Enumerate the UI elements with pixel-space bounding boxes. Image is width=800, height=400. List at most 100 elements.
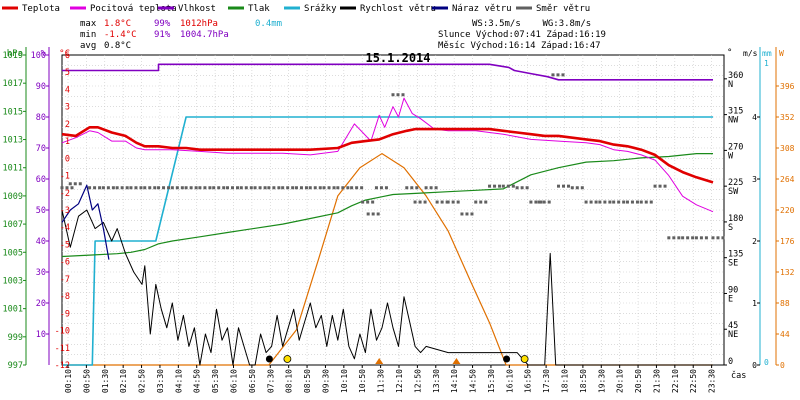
axis-w-tick-label: 352 <box>780 113 795 122</box>
axis-w-tick-label: 176 <box>780 237 795 246</box>
axis-humidity-tick-label: 70 <box>36 144 46 154</box>
series-solar <box>62 153 713 366</box>
series-wind-direction-point <box>539 200 543 204</box>
axis-ms-tick-label: 2 <box>752 237 757 246</box>
legend-label: Srážky <box>304 4 337 14</box>
series-wind-direction-point <box>236 186 239 190</box>
axis-time-tick-label: 18:50 <box>579 369 588 393</box>
stat-max-hum: 99% <box>154 19 171 29</box>
stat-min-hum: 91% <box>154 30 171 40</box>
series-wind-direction-point <box>520 186 524 190</box>
series-wind-direction-point <box>318 186 322 190</box>
axis-deg-tick-label: 90 <box>728 285 738 295</box>
series-wind-direction-point <box>612 200 616 204</box>
axis-humidity-label: % <box>41 49 47 59</box>
series-wind-direction-point <box>294 186 298 190</box>
stat-avg-temp: 0.8°C <box>104 41 131 51</box>
axis-humidity-tick-label: 100 <box>31 51 46 61</box>
axis-humidity-tick-label: 20 <box>36 299 46 309</box>
series-wind-direction-point <box>304 186 308 190</box>
series-wind-direction-point <box>258 186 262 190</box>
series-wind-direction-point <box>322 186 326 190</box>
axis-w-tick-label: 88 <box>780 299 790 308</box>
axis-hpa-tick-label: 1001 <box>3 305 23 315</box>
series-wind-direction-point <box>93 186 97 190</box>
axis-temp-tick-label: -12 <box>55 361 70 371</box>
series-wind-direction-point <box>384 186 388 190</box>
axis-deg-dir-label: E <box>728 294 733 304</box>
axis-ms-tick-label: 0 <box>752 361 757 370</box>
axis-w-label: W <box>779 49 784 58</box>
legend-label: Tlak <box>248 4 270 14</box>
axis-w-tick-label: 0 <box>780 361 785 370</box>
series-wind-direction-point <box>249 186 253 190</box>
sunset-marker-sun <box>520 355 529 363</box>
series-wind-direction-point <box>203 186 207 190</box>
series-wind-direction-point <box>562 184 565 188</box>
series-wind-direction-point <box>575 186 579 190</box>
series-pressure <box>61 153 713 258</box>
axis-time-tick-label: 08:50 <box>303 369 312 393</box>
axis-hpa-tick-label: 1007 <box>3 220 23 230</box>
series-wind-direction-point <box>129 186 133 190</box>
series-wind-direction-point <box>440 200 444 204</box>
series-wind-direction-point <box>630 200 634 204</box>
series-wind-direction-point <box>511 184 515 188</box>
series-wind-direction-point <box>429 186 433 190</box>
axis-ms-tick-label: 4 <box>752 113 757 122</box>
series-wind-direction-point <box>424 186 428 190</box>
axis-deg-tick-label: 45 <box>728 321 738 331</box>
axis-temp-tick-label: 6 <box>65 51 70 61</box>
axis-time-tick-label: 17:30 <box>542 369 551 393</box>
axis-ms-label: m/s <box>743 49 758 58</box>
series-wind-direction-point <box>379 186 383 190</box>
series-wind-direction-point <box>603 200 607 204</box>
series-wind-direction-point <box>498 184 502 188</box>
legend-label: Náraz větru <box>452 4 512 14</box>
series-wind-direction-point <box>78 182 82 186</box>
axis-time-tick-label: 08:10 <box>285 369 294 393</box>
series-wind-direction-point <box>451 200 455 204</box>
axis-deg-tick-label: 135 <box>728 250 743 260</box>
series-wind-direction-point <box>525 186 529 190</box>
series-wind-direction-point <box>162 186 166 190</box>
series-precipitation <box>62 116 713 366</box>
axis-temp-tick-label: -3 <box>60 206 70 216</box>
series-wind-direction-point <box>598 200 602 204</box>
axis-time-tick-label: 20:50 <box>634 369 643 393</box>
axis-time-tick-label: 22:50 <box>689 369 698 393</box>
axis-deg-dir-label: SW <box>728 187 739 197</box>
axis-time-tick-label: 22:10 <box>671 369 680 393</box>
series-feels-like <box>61 97 714 213</box>
series-wind-direction-point <box>153 186 157 190</box>
stat-min-press: 1004.7hPa <box>180 30 229 40</box>
series-wind-direction-point <box>170 186 174 190</box>
series-wind-direction-point <box>371 200 375 204</box>
axis-temp-tick-label: 2 <box>65 120 70 130</box>
axis-hpa-tick-label: 1017 <box>3 79 23 89</box>
series-wind-direction-point <box>60 186 64 190</box>
axis-time-tick-label: 02:50 <box>138 369 147 393</box>
series-wind-direction-point <box>423 200 427 204</box>
series-wind-direction-point <box>557 184 560 188</box>
series-wind-direction-point <box>672 236 676 240</box>
series-wind-direction-point <box>608 200 612 204</box>
axis-ms-tick-label: 3 <box>752 175 757 184</box>
series-wind-direction-point <box>413 200 417 204</box>
axis-time-tick-label: 03:30 <box>156 369 165 393</box>
axis-deg-tick-label: 315 <box>728 107 743 117</box>
axis-deg-tick-label: 360 <box>728 71 743 81</box>
series-wind-direction-point <box>589 200 593 204</box>
series-wind-direction-point <box>625 200 629 204</box>
series-wind-direction-point <box>281 186 285 190</box>
series-wind-direction-point <box>198 186 202 190</box>
axis-time-tick-label: 21:30 <box>652 369 661 393</box>
sunset-marker-dark <box>503 355 511 363</box>
series-wind-direction-point <box>361 200 365 204</box>
series-wind-direction-point <box>134 186 138 190</box>
axis-deg-label: ° <box>727 48 732 58</box>
axis-mm-tick-label: 0 <box>764 358 769 367</box>
axis-hpa-tick-label: 1013 <box>3 136 23 146</box>
series-wind-direction-point <box>435 200 439 204</box>
series-wind-direction-point <box>537 200 541 204</box>
